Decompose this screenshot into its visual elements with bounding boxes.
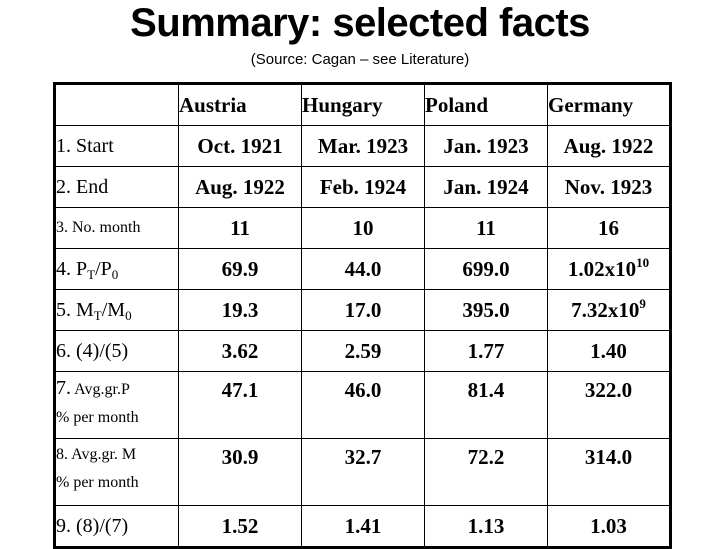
table-row-start: 1. Start Oct. 1921 Mar. 1923 Jan. 1923 A…: [54, 125, 671, 167]
label-unit: % per month: [56, 474, 139, 491]
table-row-money-ratio: 5. MT/M0 19.3 17.0 395.0 7.32x109: [54, 289, 671, 331]
row-label: 6. (4)/(5): [54, 330, 179, 372]
table-row-price-ratio: 4. PT/P0 69.9 44.0 699.0 1.02x1010: [54, 248, 671, 290]
cell-poland: Jan. 1924: [424, 166, 548, 208]
value-exponent: 10: [636, 254, 650, 270]
facts-table: Austria Hungary Poland Germany 1. Start …: [53, 82, 672, 549]
row-label: 9. (8)/(7): [54, 505, 179, 548]
cell-hungary: 17.0: [301, 289, 425, 331]
row-label: 8. Avg.gr. M % per month: [54, 438, 179, 506]
label-subscript: 0: [111, 266, 119, 282]
cell-poland: 699.0: [424, 248, 548, 290]
label-subscript: T: [87, 266, 96, 282]
row-label: 1. Start: [54, 125, 179, 167]
column-header-hungary: Hungary: [301, 83, 425, 126]
label-text: 8. Avg.gr. M: [56, 446, 137, 463]
cell-germany: 7.32x109: [547, 289, 671, 331]
cell-austria: 3.62: [178, 330, 302, 372]
cell-hungary: 44.0: [301, 248, 425, 290]
cell-germany: 1.03: [547, 505, 671, 548]
label-text: /P: [95, 257, 112, 280]
label-unit: % per month: [56, 409, 139, 426]
table-row-ratio-8-7: 9. (8)/(7) 1.52 1.41 1.13 1.03: [54, 505, 671, 548]
cell-poland: Jan. 1923: [424, 125, 548, 167]
table-row-avg-growth-price: 7. Avg.gr.P % per month 47.1 46.0 81.4 32…: [54, 371, 671, 439]
cell-hungary: Mar. 1923: [301, 125, 425, 167]
cell-poland: 81.4: [424, 371, 548, 439]
table-row-end: 2. End Aug. 1922 Feb. 1924 Jan. 1924 Nov…: [54, 166, 671, 208]
row-label: 5. MT/M0: [54, 289, 179, 331]
value-exponent: 9: [639, 295, 646, 311]
cell-germany: 1.02x1010: [547, 248, 671, 290]
table-row-ratio-4-5: 6. (4)/(5) 3.62 2.59 1.77 1.40: [54, 330, 671, 372]
cell-germany: 322.0: [547, 371, 671, 439]
table-row-months: 3. No. month 11 10 11 16: [54, 207, 671, 249]
cell-germany: Nov. 1923: [547, 166, 671, 208]
cell-hungary: 10: [301, 207, 425, 249]
label-subscript: T: [93, 307, 102, 323]
cell-austria: 11: [178, 207, 302, 249]
label-text: 5. M: [56, 298, 94, 321]
column-header-poland: Poland: [424, 83, 548, 126]
cell-austria: 19.3: [178, 289, 302, 331]
column-header-germany: Germany: [547, 83, 671, 126]
value-base: 7.32x10: [571, 297, 640, 322]
value-base: 1.02x10: [567, 256, 637, 281]
cell-austria: 1.52: [178, 505, 302, 548]
cell-austria: 69.9: [178, 248, 302, 290]
row-label: 3. No. month: [54, 207, 179, 249]
column-header-austria: Austria: [178, 83, 302, 126]
cell-poland: 1.13: [424, 505, 548, 548]
row-label: 7. Avg.gr.P % per month: [54, 371, 179, 439]
cell-austria: Oct. 1921: [178, 125, 302, 167]
cell-austria: 30.9: [178, 438, 302, 506]
cell-austria: Aug. 1922: [178, 166, 302, 208]
cell-poland: 11: [424, 207, 548, 249]
label-text: /M: [101, 298, 126, 321]
label-text: 4. P: [56, 257, 88, 280]
cell-germany: Aug. 1922: [547, 125, 671, 167]
cell-hungary: 1.41: [301, 505, 425, 548]
label-text: Avg.gr.P: [74, 381, 130, 398]
cell-poland: 72.2: [424, 438, 548, 506]
page-title: Summary: selected facts: [130, 1, 590, 45]
cell-poland: 395.0: [424, 289, 548, 331]
cell-hungary: 32.7: [301, 438, 425, 506]
row-label: 2. End: [54, 166, 179, 208]
source-subtitle: (Source: Cagan – see Literature): [250, 51, 470, 68]
cell-germany: 314.0: [547, 438, 671, 506]
cell-hungary: 2.59: [301, 330, 425, 372]
cell-germany: 1.40: [547, 330, 671, 372]
label-subscript: 0: [125, 307, 132, 323]
corner-cell: [54, 83, 179, 126]
cell-germany: 16: [547, 207, 671, 249]
cell-poland: 1.77: [424, 330, 548, 372]
header-row: Austria Hungary Poland Germany: [54, 83, 671, 126]
cell-hungary: Feb. 1924: [301, 166, 425, 208]
table-row-avg-growth-money: 8. Avg.gr. M % per month 30.9 32.7 72.2 3…: [54, 438, 671, 506]
cell-hungary: 46.0: [301, 371, 425, 439]
cell-austria: 47.1: [178, 371, 302, 439]
label-number: 7.: [56, 377, 71, 399]
row-label: 4. PT/P0: [54, 248, 179, 290]
